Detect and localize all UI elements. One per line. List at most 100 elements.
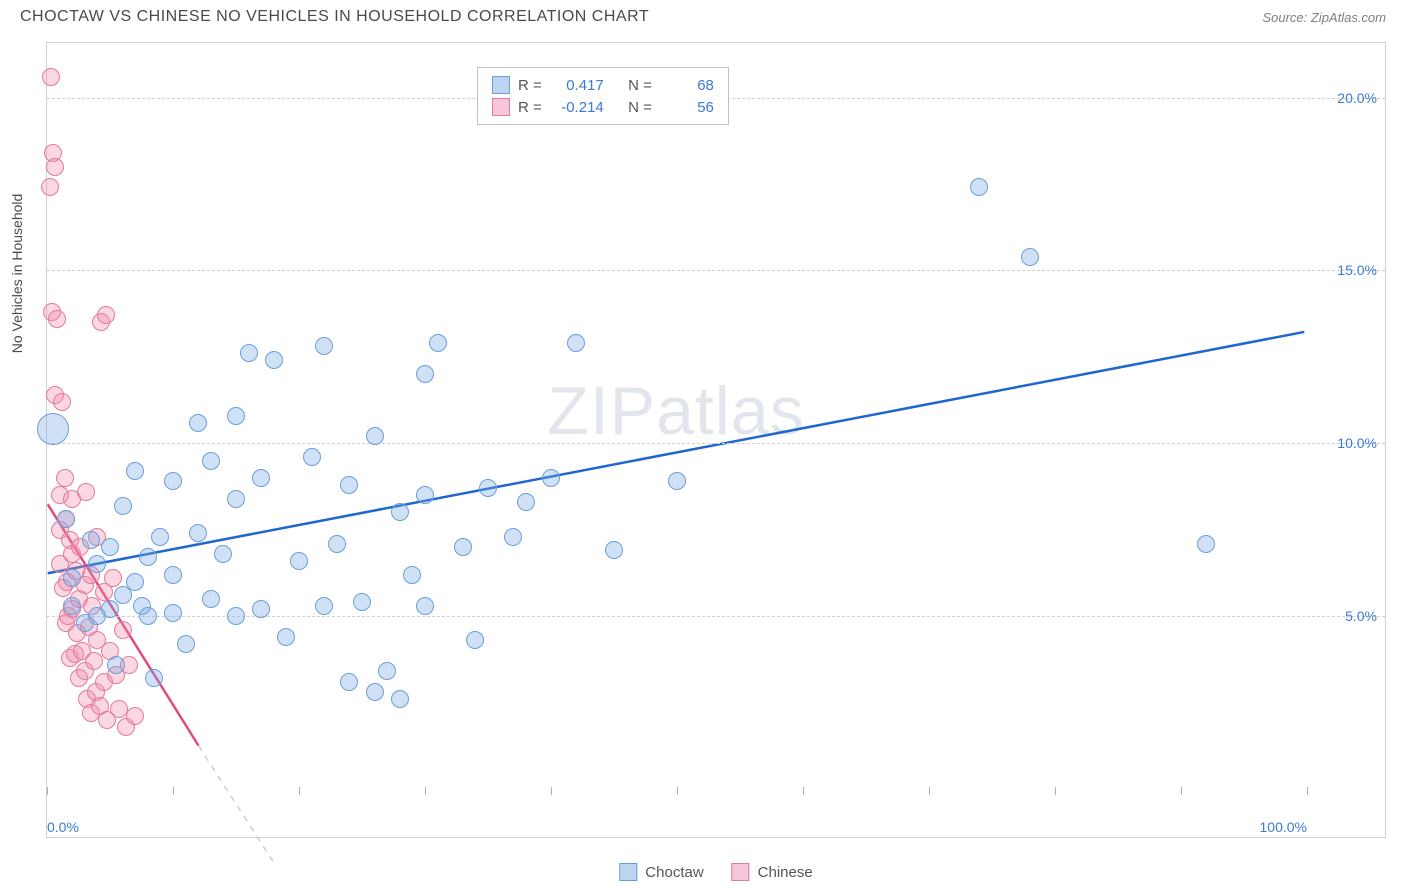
chinese-point bbox=[41, 178, 59, 196]
choctaw-point bbox=[391, 503, 409, 521]
choctaw-point bbox=[315, 337, 333, 355]
x-tick bbox=[1055, 787, 1056, 795]
choctaw-point bbox=[139, 548, 157, 566]
choctaw-point bbox=[1021, 248, 1039, 266]
choctaw-point bbox=[366, 683, 384, 701]
choctaw-point bbox=[189, 524, 207, 542]
choctaw-point bbox=[416, 365, 434, 383]
choctaw-point bbox=[504, 528, 522, 546]
choctaw-point bbox=[63, 597, 81, 615]
choctaw-point bbox=[202, 590, 220, 608]
x-tick bbox=[803, 787, 804, 795]
chinese-point bbox=[104, 569, 122, 587]
choctaw-point bbox=[189, 414, 207, 432]
choctaw-point bbox=[416, 486, 434, 504]
choctaw-point bbox=[378, 662, 396, 680]
chinese-point bbox=[77, 483, 95, 501]
choctaw-point bbox=[57, 510, 75, 528]
choctaw-point bbox=[101, 600, 119, 618]
swatch-chinese bbox=[732, 863, 750, 881]
choctaw-point bbox=[517, 493, 535, 511]
chinese-point bbox=[110, 700, 128, 718]
choctaw-point bbox=[303, 448, 321, 466]
choctaw-point bbox=[454, 538, 472, 556]
choctaw-point bbox=[214, 545, 232, 563]
x-tick bbox=[677, 787, 678, 795]
choctaw-point bbox=[114, 497, 132, 515]
choctaw-point bbox=[466, 631, 484, 649]
legend-row-chinese: R = -0.214 N = 56 bbox=[492, 96, 714, 118]
swatch-choctaw bbox=[492, 76, 510, 94]
gridline bbox=[47, 443, 1385, 444]
chinese-point bbox=[56, 469, 74, 487]
choctaw-point bbox=[290, 552, 308, 570]
chart-title: CHOCTAW VS CHINESE NO VEHICLES IN HOUSEH… bbox=[20, 8, 649, 26]
choctaw-point bbox=[227, 407, 245, 425]
choctaw-point bbox=[164, 604, 182, 622]
choctaw-point bbox=[202, 452, 220, 470]
choctaw-point bbox=[315, 597, 333, 615]
choctaw-point bbox=[403, 566, 421, 584]
chinese-point bbox=[48, 310, 66, 328]
y-tick-label: 10.0% bbox=[1337, 435, 1377, 451]
choctaw-point bbox=[227, 607, 245, 625]
choctaw-point bbox=[265, 351, 283, 369]
choctaw-point bbox=[366, 427, 384, 445]
choctaw-point bbox=[567, 334, 585, 352]
correlation-legend: R = 0.417 N = 68 R = -0.214 N = 56 bbox=[477, 67, 729, 125]
choctaw-point bbox=[1197, 535, 1215, 553]
y-axis-title: No Vehicles in Household bbox=[9, 194, 25, 354]
gridline bbox=[47, 270, 1385, 271]
choctaw-point bbox=[340, 673, 358, 691]
legend-row-choctaw: R = 0.417 N = 68 bbox=[492, 74, 714, 96]
choctaw-point bbox=[970, 178, 988, 196]
choctaw-point bbox=[101, 538, 119, 556]
choctaw-point bbox=[353, 593, 371, 611]
plot-area: No Vehicles in Household ZIPatlas 5.0%10… bbox=[47, 63, 1305, 787]
y-tick-label: 20.0% bbox=[1337, 90, 1377, 106]
swatch-chinese bbox=[492, 98, 510, 116]
watermark: ZIPatlas bbox=[547, 372, 804, 450]
choctaw-point bbox=[164, 472, 182, 490]
x-tick bbox=[425, 787, 426, 795]
choctaw-point bbox=[479, 479, 497, 497]
x-tick-label: 100.0% bbox=[1260, 819, 1307, 835]
choctaw-point bbox=[145, 669, 163, 687]
choctaw-point bbox=[605, 541, 623, 559]
choctaw-point bbox=[82, 531, 100, 549]
choctaw-point bbox=[139, 607, 157, 625]
x-tick-label: 0.0% bbox=[47, 819, 79, 835]
swatch-choctaw bbox=[619, 863, 637, 881]
x-tick bbox=[47, 787, 48, 795]
choctaw-point bbox=[88, 555, 106, 573]
choctaw-point bbox=[252, 600, 270, 618]
choctaw-point bbox=[240, 344, 258, 362]
gridline bbox=[47, 616, 1385, 617]
choctaw-point bbox=[151, 528, 169, 546]
choctaw-point bbox=[227, 490, 245, 508]
x-tick bbox=[299, 787, 300, 795]
legend-item-chinese: Chinese bbox=[732, 863, 813, 881]
source-attribution: Source: ZipAtlas.com bbox=[1262, 10, 1386, 25]
chinese-point bbox=[46, 158, 64, 176]
x-tick bbox=[929, 787, 930, 795]
x-tick bbox=[1181, 787, 1182, 795]
x-tick bbox=[551, 787, 552, 795]
choctaw-point bbox=[340, 476, 358, 494]
choctaw-point bbox=[429, 334, 447, 352]
choctaw-point bbox=[668, 472, 686, 490]
choctaw-point bbox=[328, 535, 346, 553]
choctaw-point bbox=[177, 635, 195, 653]
chinese-point bbox=[114, 621, 132, 639]
chart-frame: No Vehicles in Household ZIPatlas 5.0%10… bbox=[46, 42, 1386, 838]
chinese-point bbox=[97, 306, 115, 324]
legend-item-choctaw: Choctaw bbox=[619, 863, 703, 881]
choctaw-point bbox=[416, 597, 434, 615]
choctaw-point bbox=[114, 586, 132, 604]
choctaw-point bbox=[126, 573, 144, 591]
choctaw-point bbox=[37, 413, 69, 445]
y-tick-label: 5.0% bbox=[1345, 608, 1377, 624]
chinese-point bbox=[85, 652, 103, 670]
choctaw-point bbox=[277, 628, 295, 646]
y-tick-label: 15.0% bbox=[1337, 262, 1377, 278]
